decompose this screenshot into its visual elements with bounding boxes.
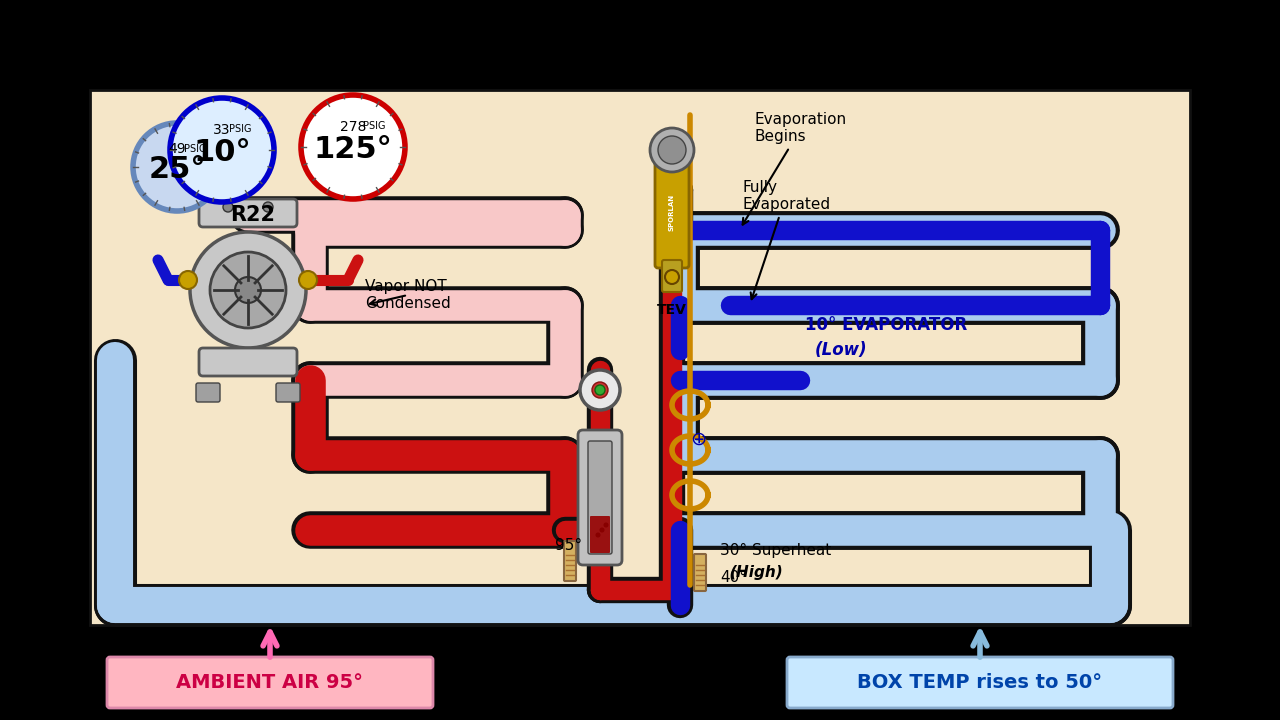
Text: Figure 7-6: Figure 7-6 — [308, 22, 412, 41]
Text: R22: R22 — [230, 205, 275, 225]
FancyBboxPatch shape — [108, 657, 433, 708]
Text: SPORLAN: SPORLAN — [669, 194, 675, 231]
Circle shape — [179, 271, 197, 289]
Text: 95°: 95° — [554, 538, 582, 552]
Circle shape — [658, 136, 686, 164]
FancyBboxPatch shape — [590, 516, 611, 553]
Text: ⊕: ⊕ — [690, 430, 707, 449]
Circle shape — [223, 202, 233, 212]
Text: 33: 33 — [214, 123, 230, 137]
Circle shape — [301, 95, 404, 199]
Circle shape — [300, 271, 317, 289]
FancyBboxPatch shape — [276, 383, 300, 402]
FancyBboxPatch shape — [198, 199, 297, 227]
FancyBboxPatch shape — [90, 90, 1190, 625]
Circle shape — [603, 523, 608, 528]
Text: 30° Superheat: 30° Superheat — [719, 542, 831, 557]
Circle shape — [189, 232, 306, 348]
Circle shape — [262, 202, 273, 212]
Circle shape — [599, 528, 604, 533]
Text: PSIG: PSIG — [364, 122, 387, 131]
Text: 278: 278 — [339, 120, 366, 134]
Circle shape — [210, 252, 285, 328]
Text: 25°: 25° — [148, 155, 206, 184]
Text: PSIG: PSIG — [184, 144, 206, 154]
Text: 10°: 10° — [193, 138, 251, 167]
Text: TEV: TEV — [657, 303, 687, 317]
FancyBboxPatch shape — [787, 657, 1172, 708]
FancyBboxPatch shape — [694, 554, 707, 591]
FancyBboxPatch shape — [564, 541, 576, 581]
Circle shape — [666, 270, 678, 284]
Circle shape — [650, 128, 694, 172]
Circle shape — [580, 370, 620, 410]
Text: AMBIENT AIR 95°: AMBIENT AIR 95° — [177, 673, 364, 693]
Text: 40°: 40° — [719, 570, 748, 585]
Text: 49: 49 — [168, 142, 186, 156]
Text: Walk-in TEV system low on refrigerant: Walk-in TEV system low on refrigerant — [415, 22, 1018, 50]
Text: Evaporation
Begins: Evaporation Begins — [742, 112, 847, 225]
Circle shape — [170, 98, 274, 202]
Circle shape — [591, 382, 608, 398]
Text: Vapor NOT
Condensed: Vapor NOT Condensed — [365, 279, 451, 311]
Text: 10° EVAPORATOR: 10° EVAPORATOR — [805, 316, 968, 334]
Text: (High): (High) — [730, 565, 783, 580]
Text: BOX TEMP rises to 50°: BOX TEMP rises to 50° — [858, 673, 1102, 693]
Circle shape — [236, 277, 261, 303]
FancyBboxPatch shape — [579, 430, 622, 565]
FancyBboxPatch shape — [655, 157, 689, 268]
FancyBboxPatch shape — [196, 383, 220, 402]
FancyBboxPatch shape — [662, 260, 682, 292]
Text: (Low): (Low) — [815, 341, 868, 359]
FancyBboxPatch shape — [588, 441, 612, 554]
Circle shape — [133, 123, 221, 211]
Circle shape — [595, 385, 605, 395]
Text: PSIG: PSIG — [229, 125, 251, 135]
Text: Fully
Evaporated: Fully Evaporated — [742, 180, 831, 299]
FancyBboxPatch shape — [198, 348, 297, 376]
Text: 125°: 125° — [314, 135, 393, 164]
Circle shape — [595, 533, 600, 538]
